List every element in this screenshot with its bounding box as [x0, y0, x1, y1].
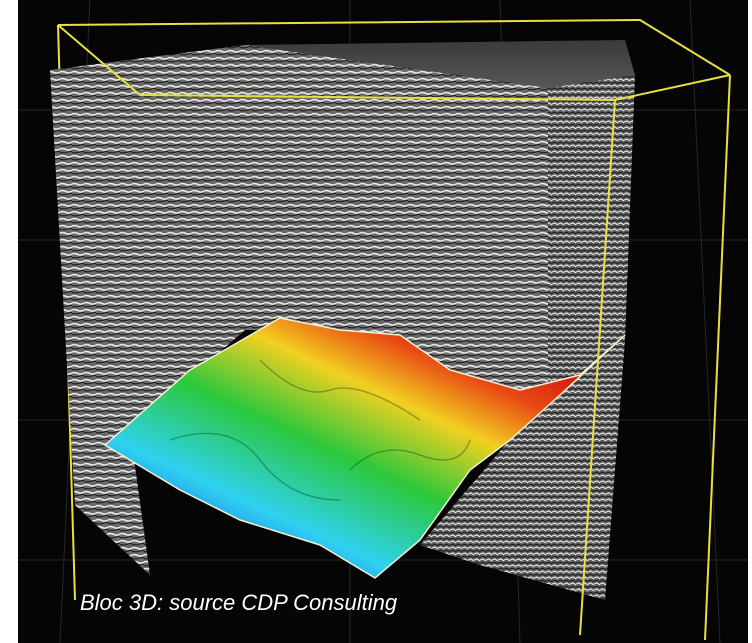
seismic-block-image: Bloc 3D: source CDP Consulting — [0, 0, 752, 643]
page: Bloc 3D: source CDP Consulting (() => { … — [0, 0, 752, 643]
caption: Bloc 3D: source CDP Consulting — [80, 590, 398, 615]
